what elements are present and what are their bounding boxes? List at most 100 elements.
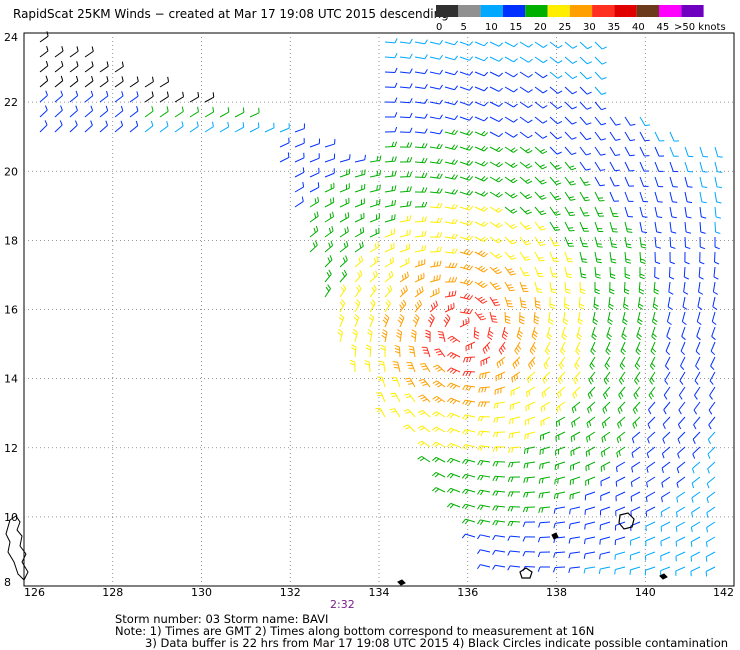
wind-barb [523,491,536,498]
wind-barb [649,356,656,370]
wind-barb [681,326,686,341]
wind-barb [709,386,716,400]
wind-barb [54,60,64,73]
colorbar-label: 30 [583,22,596,33]
wind-barb [570,431,581,442]
wind-barb [339,240,349,253]
wind-barb [684,146,694,158]
wind-barb [548,311,554,325]
wind-barb [519,41,533,48]
wind-barb [579,281,586,295]
wind-barb [609,161,620,172]
wind-barb [591,326,597,341]
wind-barb [714,221,721,235]
wind-barb [711,326,716,341]
wind-barb [706,476,716,489]
wind-barb [399,127,413,133]
wind-barb [534,71,548,79]
wind-barb [534,116,548,124]
wind-barb [384,156,397,163]
wind-barb [378,360,386,373]
wind-barb [553,551,566,558]
wind-barb [234,122,245,133]
wind-barb [654,176,664,188]
wind-barb [560,341,566,355]
wind-barb [429,188,443,194]
wind-barb [537,536,551,543]
wind-barb [622,311,628,325]
wind-barb [99,120,108,133]
wind-barb [69,75,79,88]
wind-barb [676,491,686,503]
wind-barb [638,281,645,295]
wind-barb [369,184,381,193]
wind-barb [577,311,584,325]
wind-barb [84,105,94,118]
note-line-2: 3) Data buffer is 22 hrs from Mar 17 19:… [145,636,729,650]
wind-barb [675,566,686,576]
wind-barb [429,287,440,298]
wind-barb [492,461,506,467]
wind-barb [477,445,491,451]
wind-barb [607,311,613,325]
wind-barb [602,401,611,414]
wind-barb [309,138,321,148]
colorbar-swatch [436,5,459,17]
wind-barb [538,491,551,499]
longitude-tick-label: 142 [713,586,734,599]
wind-barb [429,173,443,179]
wind-barb [525,386,536,398]
wind-barb [632,401,641,415]
wind-barb [541,386,551,398]
wind-barb [446,472,461,479]
wind-barb [714,236,720,250]
wind-barb [714,176,722,189]
wind-barb [459,190,474,196]
wind-barb [159,106,169,118]
wind-barb [417,409,431,418]
wind-barb [690,536,701,547]
wind-barb [509,416,521,425]
wind-barb [600,491,611,501]
wind-barb [549,146,562,155]
wind-barb [144,120,154,133]
colorbar-swatch [569,5,593,17]
wind-barb [564,131,577,140]
wind-barb [408,345,416,358]
wind-barb [84,46,94,58]
wind-barb [651,311,658,326]
wind-barb [489,296,501,307]
wind-barb [660,551,671,561]
wind-barb [594,131,606,141]
wind-barb [432,380,446,388]
wind-barb [504,131,518,138]
colorbar-label: 10 [485,22,498,33]
wind-barb [706,521,716,533]
wind-barb [564,251,574,263]
wind-barb [519,311,525,325]
wind-barb [549,71,563,79]
wind-barb [429,84,443,90]
wind-barb [249,122,260,133]
wind-barb [507,535,521,541]
wind-barb [599,551,611,560]
wind-barb [648,401,656,415]
wind-barb [549,101,563,109]
wind-barb [414,172,428,178]
wind-barb [399,186,412,193]
note-line-1: Note: 1) Times are GMT 2) Times along bo… [115,624,595,638]
wind-barb [432,456,446,463]
wind-barb [459,205,474,211]
wind-barb [534,296,541,309]
wind-barb [579,176,591,186]
wind-barb [637,311,643,326]
wind-barb [204,121,214,133]
wind-barb [698,266,704,280]
wind-barb [549,116,563,125]
latitude-tick-label: 16 [4,304,18,317]
wind-barb [666,326,671,341]
wind-barb [519,296,527,309]
wind-barb [654,206,663,218]
wind-barb [489,146,503,153]
wind-barb [706,506,716,518]
